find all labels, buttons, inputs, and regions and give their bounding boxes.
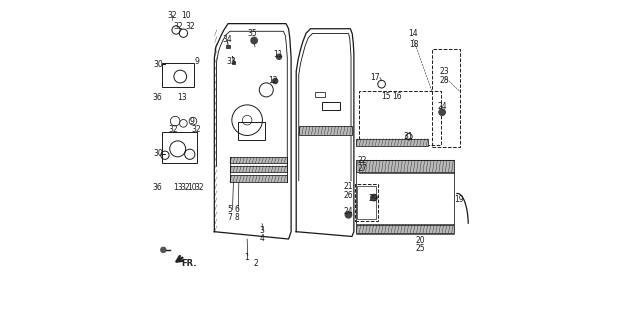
Text: 24: 24 (437, 102, 447, 111)
Text: 17: 17 (371, 73, 380, 82)
Text: 36: 36 (152, 93, 162, 102)
Text: 10: 10 (187, 183, 197, 192)
Text: 5: 5 (228, 205, 233, 214)
Text: 26: 26 (343, 190, 353, 200)
Text: FR.: FR. (181, 259, 197, 268)
FancyBboxPatch shape (230, 175, 287, 182)
Text: 32: 32 (174, 22, 183, 31)
Text: 11: 11 (273, 50, 283, 59)
Text: 9: 9 (195, 57, 200, 66)
Text: 16: 16 (392, 92, 402, 101)
Text: 7: 7 (228, 213, 233, 222)
Text: 10: 10 (181, 11, 191, 20)
Circle shape (251, 37, 257, 44)
Text: 32: 32 (168, 125, 178, 134)
FancyBboxPatch shape (232, 60, 235, 64)
Text: 32: 32 (191, 125, 201, 134)
FancyBboxPatch shape (356, 139, 428, 146)
Text: 32: 32 (194, 183, 204, 192)
Text: 29: 29 (369, 194, 378, 204)
Text: 32: 32 (181, 183, 191, 192)
Text: 32: 32 (185, 22, 194, 31)
Text: 15: 15 (381, 92, 391, 101)
Text: 25: 25 (416, 244, 426, 253)
Text: 19: 19 (454, 195, 464, 204)
Text: 12: 12 (268, 76, 277, 85)
Circle shape (273, 78, 278, 84)
Text: 21: 21 (343, 182, 353, 191)
Text: 30: 30 (153, 60, 163, 69)
FancyBboxPatch shape (356, 225, 454, 233)
Text: 27: 27 (358, 164, 368, 173)
Text: 23: 23 (440, 67, 449, 76)
FancyBboxPatch shape (230, 166, 287, 172)
Text: 28: 28 (440, 76, 449, 85)
Text: 6: 6 (234, 205, 239, 214)
Text: 24: 24 (343, 207, 353, 216)
Text: 31: 31 (404, 132, 414, 140)
Text: 18: 18 (409, 40, 418, 49)
Text: 36: 36 (152, 183, 162, 192)
Text: 2: 2 (254, 259, 258, 268)
Circle shape (371, 195, 377, 201)
Circle shape (161, 247, 166, 252)
Text: 13: 13 (174, 183, 183, 192)
Circle shape (345, 212, 351, 218)
Text: 9: 9 (189, 117, 194, 126)
Text: 4: 4 (260, 234, 265, 243)
Text: 33: 33 (226, 57, 236, 66)
Text: 35: 35 (248, 29, 257, 38)
Text: 32: 32 (167, 11, 177, 20)
Circle shape (439, 109, 445, 116)
Text: 22: 22 (358, 156, 367, 165)
Text: 3: 3 (260, 226, 265, 235)
FancyBboxPatch shape (299, 126, 352, 134)
Text: 20: 20 (416, 236, 426, 245)
FancyBboxPatch shape (226, 45, 230, 49)
Text: 1: 1 (244, 253, 249, 262)
Text: 30: 30 (153, 149, 163, 158)
Text: 13: 13 (178, 93, 188, 102)
Text: 8: 8 (234, 213, 239, 222)
FancyBboxPatch shape (356, 160, 454, 172)
FancyBboxPatch shape (230, 157, 287, 163)
Text: 14: 14 (409, 29, 418, 38)
Text: 34: 34 (222, 35, 232, 44)
Circle shape (277, 54, 282, 59)
